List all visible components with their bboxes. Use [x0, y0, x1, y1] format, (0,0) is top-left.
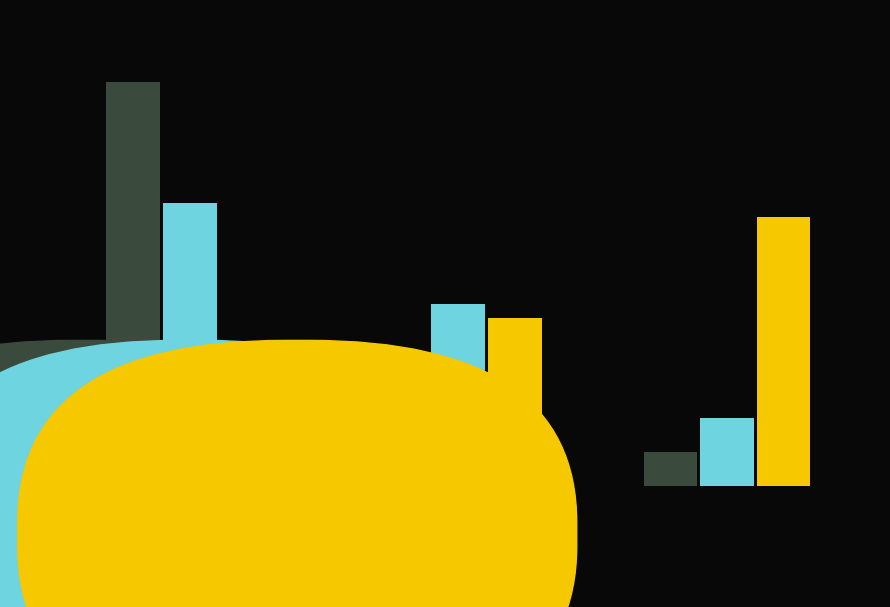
- Bar: [643, 452, 698, 486]
- Bar: [107, 82, 160, 486]
- Bar: [432, 304, 485, 486]
- Bar: [375, 432, 429, 486]
- Bar: [488, 317, 542, 486]
- Bar: [700, 418, 754, 486]
- Bar: [163, 203, 216, 486]
- Bar: [756, 217, 810, 486]
- Bar: [219, 351, 273, 486]
